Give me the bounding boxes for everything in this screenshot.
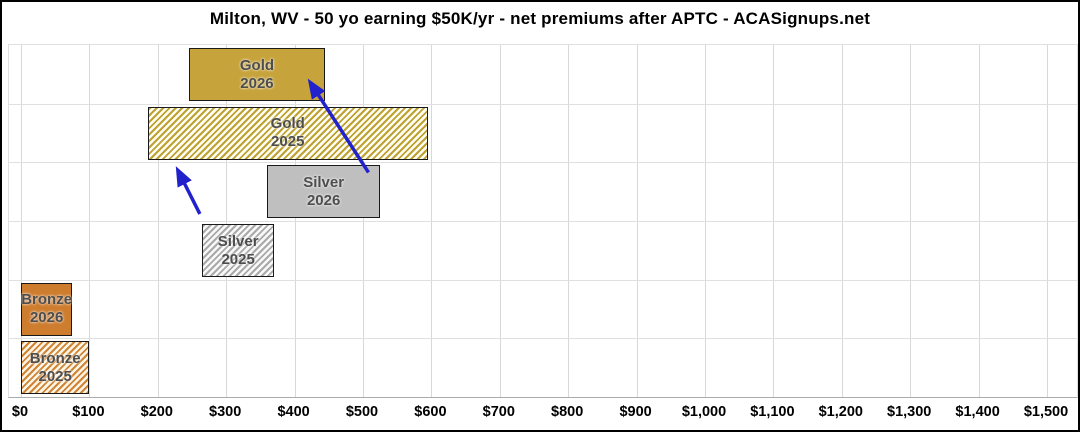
x-tick-label: $0: [11, 404, 29, 420]
gridline-horizontal: [9, 221, 1077, 222]
x-axis: $0 $100 $200 $300 $400 $500 $600 $700 $800 $900 $1…: [2, 400, 1078, 430]
gridline-horizontal: [9, 162, 1077, 164]
x-tick-label: $1,200: [818, 404, 863, 420]
x-tick-label: $800: [551, 404, 584, 420]
x-tick-label: $500: [345, 404, 379, 420]
bar-label-gold-2025: Gold 2025: [270, 115, 305, 151]
chart-title: Milton, WV - 50 yo earning $50K/yr - net…: [209, 9, 871, 28]
bar-label-bronze-2026: Bronze 2026: [21, 291, 73, 327]
bar-label-gold-2026: Gold 2026: [239, 56, 275, 92]
bar-silver-2026: Silver 2026: [267, 165, 381, 219]
x-tick-label: $900: [619, 404, 652, 420]
bar-label-silver-2025: Silver 2025: [217, 232, 259, 268]
x-tick-label: $700: [482, 404, 515, 420]
bar-label-silver-2026: Silver 2026: [303, 173, 345, 209]
x-tick-label: $600: [414, 404, 447, 420]
bar-bronze-2025: Bronze 2025: [21, 341, 90, 395]
bar-bronze-2026: Bronze 2026: [21, 282, 73, 336]
x-tick-label: $300: [209, 404, 242, 420]
x-tick-label: $1,300: [887, 404, 932, 420]
bar-label-bronze-2025: Bronze 2025: [29, 349, 81, 385]
arrow-silver-2025-to-gold-2025: [175, 166, 202, 215]
x-tick-label: $1,500: [1023, 404, 1069, 420]
bar-gold-2025: Gold 2025: [147, 106, 428, 160]
plot-area: Gold 2026 Gold 2025 Silver 2026 Silver 2025 Bron…: [8, 44, 1078, 398]
bar-gold-2026: Gold 2026: [188, 48, 326, 101]
bar-silver-2025: Silver 2025: [202, 224, 275, 277]
x-tick-label: $1,000: [681, 404, 727, 420]
gridline-horizontal: [9, 279, 1077, 281]
gridline-horizontal: [9, 338, 1077, 340]
x-tick-label: $200: [140, 404, 173, 420]
gridline-horizontal: [9, 103, 1077, 105]
x-tick-label: $1,400: [955, 404, 1000, 420]
x-tick-label: $100: [72, 404, 105, 420]
x-tick-label: $400: [277, 404, 310, 420]
x-tick-label: $1,100: [750, 404, 795, 420]
